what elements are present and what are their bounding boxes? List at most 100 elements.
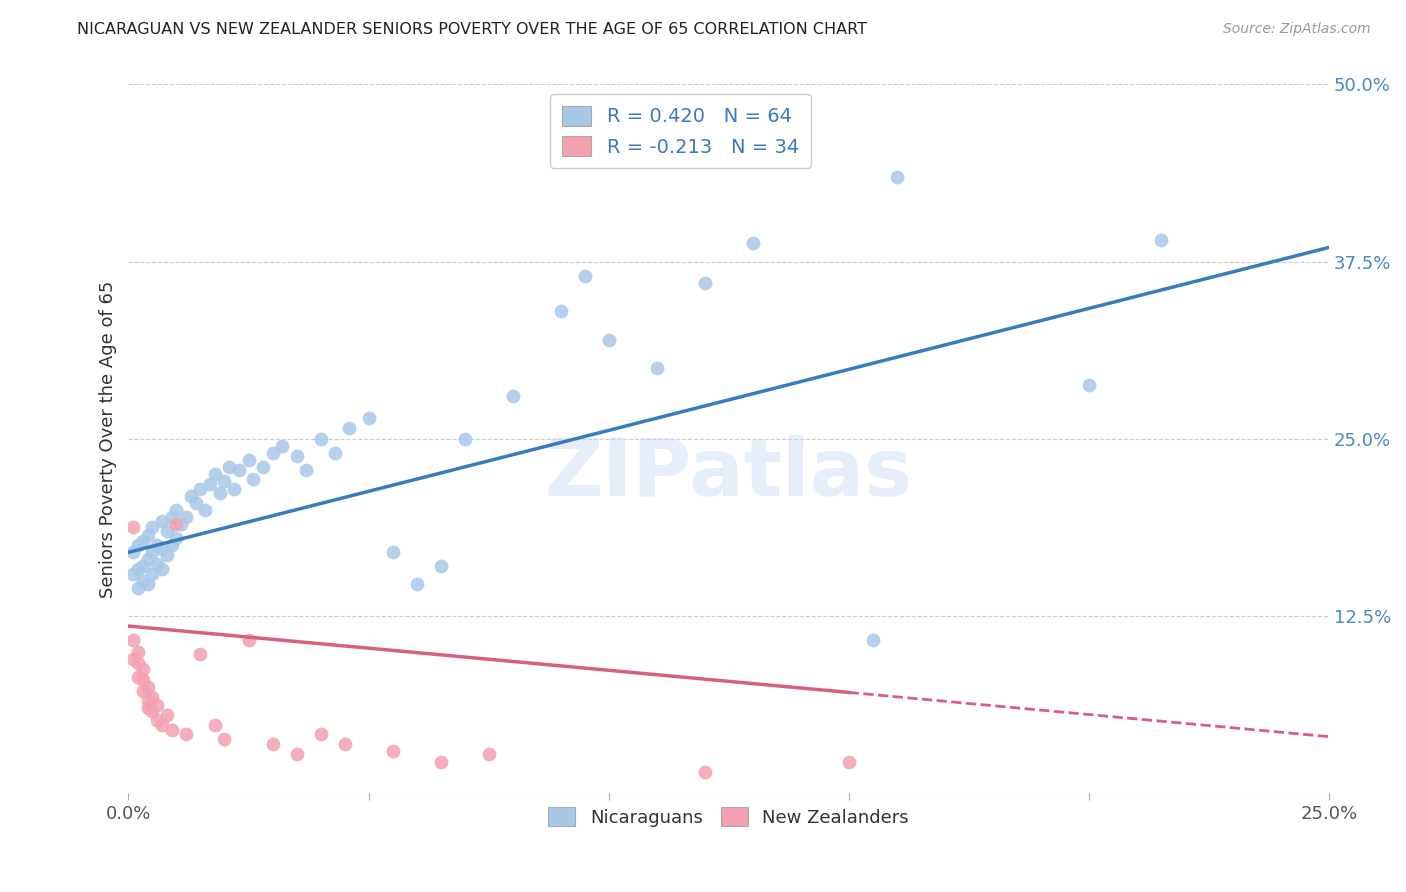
Point bbox=[598, 333, 620, 347]
Point bbox=[146, 713, 169, 727]
Y-axis label: Seniors Poverty Over the Age of 65: Seniors Poverty Over the Age of 65 bbox=[100, 280, 117, 598]
Point bbox=[150, 514, 173, 528]
Point bbox=[156, 708, 179, 723]
Point bbox=[741, 236, 763, 251]
Point bbox=[204, 718, 226, 732]
Point bbox=[214, 475, 236, 489]
Point bbox=[127, 644, 149, 658]
Text: Source: ZipAtlas.com: Source: ZipAtlas.com bbox=[1223, 22, 1371, 37]
Point bbox=[127, 562, 149, 576]
Point bbox=[150, 718, 173, 732]
Point bbox=[190, 482, 212, 496]
Point bbox=[146, 698, 169, 713]
Point bbox=[160, 538, 183, 552]
Point bbox=[136, 680, 159, 694]
Point bbox=[285, 449, 308, 463]
Point bbox=[141, 690, 163, 704]
Point bbox=[222, 482, 245, 496]
Point bbox=[502, 389, 524, 403]
Legend: Nicaraguans, New Zealanders: Nicaraguans, New Zealanders bbox=[541, 800, 917, 834]
Point bbox=[146, 538, 169, 552]
Point bbox=[136, 694, 159, 708]
Point bbox=[160, 509, 183, 524]
Point bbox=[132, 662, 155, 676]
Point bbox=[357, 410, 380, 425]
Point bbox=[160, 723, 183, 737]
Point bbox=[429, 559, 451, 574]
Point bbox=[214, 732, 236, 747]
Point bbox=[122, 633, 145, 648]
Point bbox=[405, 576, 427, 591]
Point bbox=[136, 552, 159, 566]
Point bbox=[208, 485, 231, 500]
Point bbox=[218, 460, 240, 475]
Point bbox=[180, 489, 202, 503]
Point bbox=[262, 446, 284, 460]
Point bbox=[132, 684, 155, 698]
Point bbox=[194, 503, 217, 517]
Point bbox=[838, 755, 860, 769]
Point bbox=[166, 531, 188, 545]
Point bbox=[238, 453, 260, 467]
Point bbox=[262, 737, 284, 751]
Point bbox=[198, 477, 221, 491]
Point bbox=[150, 542, 173, 557]
Point bbox=[453, 432, 475, 446]
Text: NICARAGUAN VS NEW ZEALANDER SENIORS POVERTY OVER THE AGE OF 65 CORRELATION CHART: NICARAGUAN VS NEW ZEALANDER SENIORS POVE… bbox=[77, 22, 868, 37]
Point bbox=[136, 528, 159, 542]
Point bbox=[693, 276, 716, 290]
Point bbox=[429, 755, 451, 769]
Point bbox=[127, 581, 149, 595]
Point bbox=[127, 670, 149, 684]
Point bbox=[127, 538, 149, 552]
Point bbox=[122, 651, 145, 665]
Point bbox=[156, 548, 179, 562]
Point bbox=[252, 460, 274, 475]
Point bbox=[141, 704, 163, 718]
Point bbox=[309, 727, 332, 741]
Point bbox=[693, 765, 716, 780]
Point bbox=[190, 648, 212, 662]
Point bbox=[550, 304, 572, 318]
Point bbox=[150, 562, 173, 576]
Point bbox=[309, 432, 332, 446]
Point bbox=[886, 169, 908, 184]
Point bbox=[132, 574, 155, 588]
Point bbox=[132, 533, 155, 548]
Point bbox=[645, 361, 668, 376]
Point bbox=[141, 566, 163, 581]
Point bbox=[477, 747, 499, 761]
Point bbox=[238, 633, 260, 648]
Point bbox=[323, 446, 346, 460]
Point bbox=[862, 633, 884, 648]
Point bbox=[132, 559, 155, 574]
Point bbox=[122, 545, 145, 559]
Point bbox=[132, 673, 155, 687]
Point bbox=[141, 520, 163, 534]
Point bbox=[166, 516, 188, 531]
Point bbox=[204, 467, 226, 482]
Point bbox=[146, 557, 169, 571]
Point bbox=[166, 503, 188, 517]
Point bbox=[285, 747, 308, 761]
Point bbox=[141, 545, 163, 559]
Point bbox=[122, 520, 145, 534]
Point bbox=[170, 516, 193, 531]
Point bbox=[242, 472, 264, 486]
Point bbox=[1150, 234, 1173, 248]
Point bbox=[337, 420, 360, 434]
Text: ZIPatlas: ZIPatlas bbox=[544, 435, 912, 513]
Point bbox=[174, 509, 197, 524]
Point bbox=[295, 463, 318, 477]
Point bbox=[174, 727, 197, 741]
Point bbox=[381, 744, 404, 758]
Point bbox=[127, 656, 149, 670]
Point bbox=[271, 439, 294, 453]
Point bbox=[574, 268, 596, 283]
Point bbox=[156, 524, 179, 538]
Point bbox=[333, 737, 356, 751]
Point bbox=[228, 463, 250, 477]
Point bbox=[381, 545, 404, 559]
Point bbox=[184, 496, 207, 510]
Point bbox=[1077, 378, 1099, 392]
